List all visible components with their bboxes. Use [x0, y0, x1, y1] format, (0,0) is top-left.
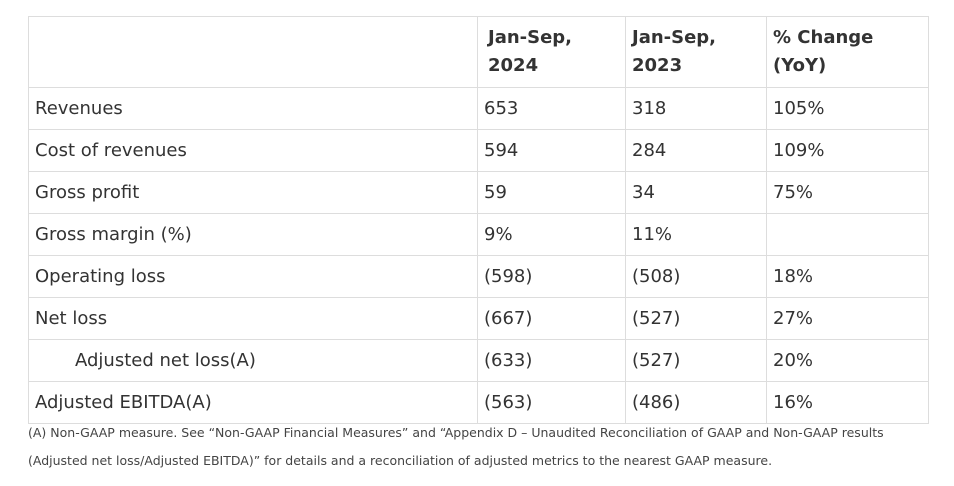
- value-2024: (667): [477, 297, 626, 340]
- table-row: Gross profit 59 34 75%: [28, 171, 929, 214]
- column-header-jan-sep-2024: Jan-Sep, 2024: [477, 16, 626, 88]
- column-header-percent-change: % Change (YoY): [766, 16, 929, 88]
- value-2024: 594: [477, 129, 626, 172]
- table-row: Operating loss (598) (508) 18%: [28, 255, 929, 298]
- value-change: 27%: [766, 297, 929, 340]
- value-2024: (633): [477, 339, 626, 382]
- value-change: 75%: [766, 171, 929, 214]
- value-change: 109%: [766, 129, 929, 172]
- table-row: Adjusted net loss(A) (633) (527) 20%: [28, 339, 929, 382]
- value-2023: 318: [625, 87, 767, 130]
- value-2024: 9%: [477, 213, 626, 256]
- column-header-jan-sep-2023: Jan-Sep, 2023: [625, 16, 767, 88]
- value-change: 18%: [766, 255, 929, 298]
- table-header-row: Jan-Sep, 2024 Jan-Sep, 2023 % Change (Yo…: [28, 16, 929, 88]
- row-label: Operating loss: [28, 255, 478, 298]
- row-label: Revenues: [28, 87, 478, 130]
- value-2024: (563): [477, 381, 626, 424]
- table-row: Cost of revenues 594 284 109%: [28, 129, 929, 172]
- value-2023: 34: [625, 171, 767, 214]
- row-label: Adjusted EBITDA(A): [28, 381, 478, 424]
- row-label: Cost of revenues: [28, 129, 478, 172]
- row-label: Net loss: [28, 297, 478, 340]
- value-2024: 59: [477, 171, 626, 214]
- value-2023: 284: [625, 129, 767, 172]
- table-row: Gross margin (%) 9% 11%: [28, 213, 929, 256]
- value-2023: 11%: [625, 213, 767, 256]
- row-label: Adjusted net loss(A): [28, 339, 478, 382]
- value-2024: 653: [477, 87, 626, 130]
- row-label: Gross profit: [28, 171, 478, 214]
- value-change: 105%: [766, 87, 929, 130]
- value-2024: (598): [477, 255, 626, 298]
- footnote: (A) Non-GAAP measure. See “Non-GAAP Fina…: [28, 425, 884, 468]
- value-change: 20%: [766, 339, 929, 382]
- value-change: [766, 213, 929, 256]
- row-label: Gross margin (%): [28, 213, 478, 256]
- value-2023: (527): [625, 339, 767, 382]
- financial-results-table: Jan-Sep, 2024 Jan-Sep, 2023 % Change (Yo…: [28, 16, 929, 424]
- column-header-metric: [28, 16, 478, 88]
- value-2023: (486): [625, 381, 767, 424]
- value-change: 16%: [766, 381, 929, 424]
- table-row: Adjusted EBITDA(A) (563) (486) 16%: [28, 381, 929, 424]
- value-2023: (508): [625, 255, 767, 298]
- table-row: Net loss (667) (527) 27%: [28, 297, 929, 340]
- table-row: Revenues 653 318 105%: [28, 87, 929, 130]
- value-2023: (527): [625, 297, 767, 340]
